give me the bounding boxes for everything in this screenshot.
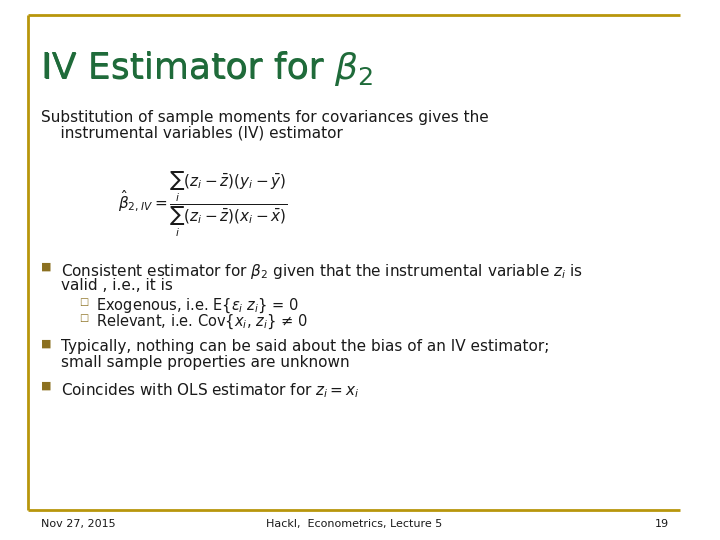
Text: □: □: [78, 313, 88, 323]
Text: ■: ■: [41, 262, 52, 272]
Text: Typically, nothing can be said about the bias of an IV estimator;: Typically, nothing can be said about the…: [61, 339, 549, 354]
Text: valid , i.e., it is: valid , i.e., it is: [61, 278, 173, 293]
Text: 19: 19: [654, 519, 668, 529]
Text: Substitution of sample moments for covariances gives the: Substitution of sample moments for covar…: [41, 110, 489, 125]
Text: Consistent estimator for $\beta_2$ given that the instrumental variable $z_i$ is: Consistent estimator for $\beta_2$ given…: [61, 262, 583, 281]
Text: Nov 27, 2015: Nov 27, 2015: [41, 519, 116, 529]
Text: Coincides with OLS estimator for $z_i = x_i$: Coincides with OLS estimator for $z_i = …: [61, 381, 359, 400]
Text: instrumental variables (IV) estimator: instrumental variables (IV) estimator: [41, 126, 343, 141]
Text: □: □: [78, 297, 88, 307]
Text: Relevant, i.e. Cov{$x_i$, $z_i$} ≠ 0: Relevant, i.e. Cov{$x_i$, $z_i$} ≠ 0: [96, 313, 308, 332]
Text: Exogenous, i.e. E{$\varepsilon_i$ $z_i$} = 0: Exogenous, i.e. E{$\varepsilon_i$ $z_i$}…: [96, 297, 300, 315]
Text: small sample properties are unknown: small sample properties are unknown: [61, 355, 350, 370]
Text: ■: ■: [41, 339, 52, 349]
Text: $\hat{\beta}_{2,IV} = \dfrac{\sum_i (z_i - \bar{z})(y_i - \bar{y})}{\sum_i (z_i : $\hat{\beta}_{2,IV} = \dfrac{\sum_i (z_i…: [118, 170, 288, 239]
Text: IV Estimator for $\beta_2$: IV Estimator for $\beta_2$: [41, 50, 374, 88]
Text: Hackl,  Econometrics, Lecture 5: Hackl, Econometrics, Lecture 5: [266, 519, 442, 529]
Text: IV Estimator for: IV Estimator for: [41, 50, 336, 84]
Text: ■: ■: [41, 381, 52, 391]
